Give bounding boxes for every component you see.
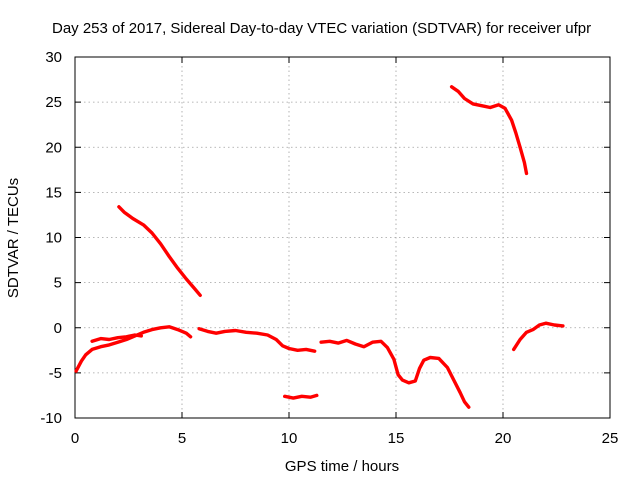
series-arc-descending-2 [449, 85, 529, 176]
series-arc-low-offset [90, 333, 143, 343]
series-arc-late-evening [512, 321, 565, 352]
x-axis-label: GPS time / hours [285, 458, 399, 475]
x-tick-label: 10 [281, 430, 298, 447]
x-tick-label: 15 [388, 430, 405, 447]
y-tick-label: 20 [45, 139, 62, 156]
y-axis-label: SDTVAR / TECUs [5, 178, 22, 298]
chart-title: Day 253 of 2017, Sidereal Day-to-day VTE… [52, 20, 591, 37]
y-tick-label: 25 [45, 94, 62, 111]
series-arc-early-morning [74, 325, 193, 373]
x-tick-label: 0 [71, 430, 79, 447]
series-arc-descending-1 [117, 205, 202, 297]
y-tick-label: 10 [45, 230, 62, 247]
y-tick-label: -10 [40, 410, 62, 427]
series-layer [74, 85, 565, 409]
series-arc-midday [197, 327, 317, 353]
x-tick-label: 20 [495, 430, 512, 447]
y-tick-label: 5 [54, 275, 62, 292]
y-tick-label: 0 [54, 320, 62, 337]
series-arc-short-low [283, 393, 319, 400]
y-tick-label: 15 [45, 184, 62, 201]
ticks-layer: 0 5 10 15 20 25 -10 -5 0 5 10 15 20 25 30 [40, 49, 618, 447]
y-tick-label: 30 [45, 49, 62, 66]
series-arc-afternoon [319, 338, 471, 409]
y-tick-label: -5 [49, 365, 62, 382]
x-tick-label: 5 [178, 430, 186, 447]
x-tick-label: 25 [602, 430, 619, 447]
